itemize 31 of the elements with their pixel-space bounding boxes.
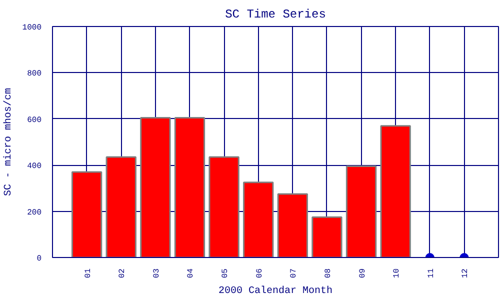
x-tick-label: 10 [392,268,402,278]
bar [277,193,308,258]
bar [174,116,206,258]
x-tick-label: 08 [324,268,333,278]
bar [140,116,171,258]
y-tick-label: 0 [36,254,42,264]
chart-title: SC Time Series [225,8,326,22]
x-tick-label: 03 [152,268,162,278]
x-tick-label: 05 [221,268,230,278]
bar [208,156,240,258]
bar [380,125,411,258]
y-tick-label: 600 [27,116,42,125]
bar [71,171,102,258]
y-axis-title: SC - micro mhos/cm [2,88,14,196]
y-tick-label: 800 [27,70,42,79]
y-tick-label: 400 [27,162,42,172]
bar [346,166,377,258]
y-tick-label: 200 [27,208,42,218]
x-tick-label: 04 [186,268,196,278]
bar [312,216,342,258]
x-tick-label: 01 [84,268,93,278]
x-axis-title: 2000 Calendar Month [218,285,333,298]
x-tick-label: 12 [461,268,470,278]
bar [106,156,136,258]
bar [243,182,274,258]
y-tick-label: 1000 [22,24,42,32]
x-tick-label: 07 [290,268,299,278]
x-tick-label: 06 [255,268,264,278]
x-tick-label: 02 [118,268,128,278]
x-tick-label: 11 [426,268,436,278]
x-tick-label: 09 [358,268,368,278]
